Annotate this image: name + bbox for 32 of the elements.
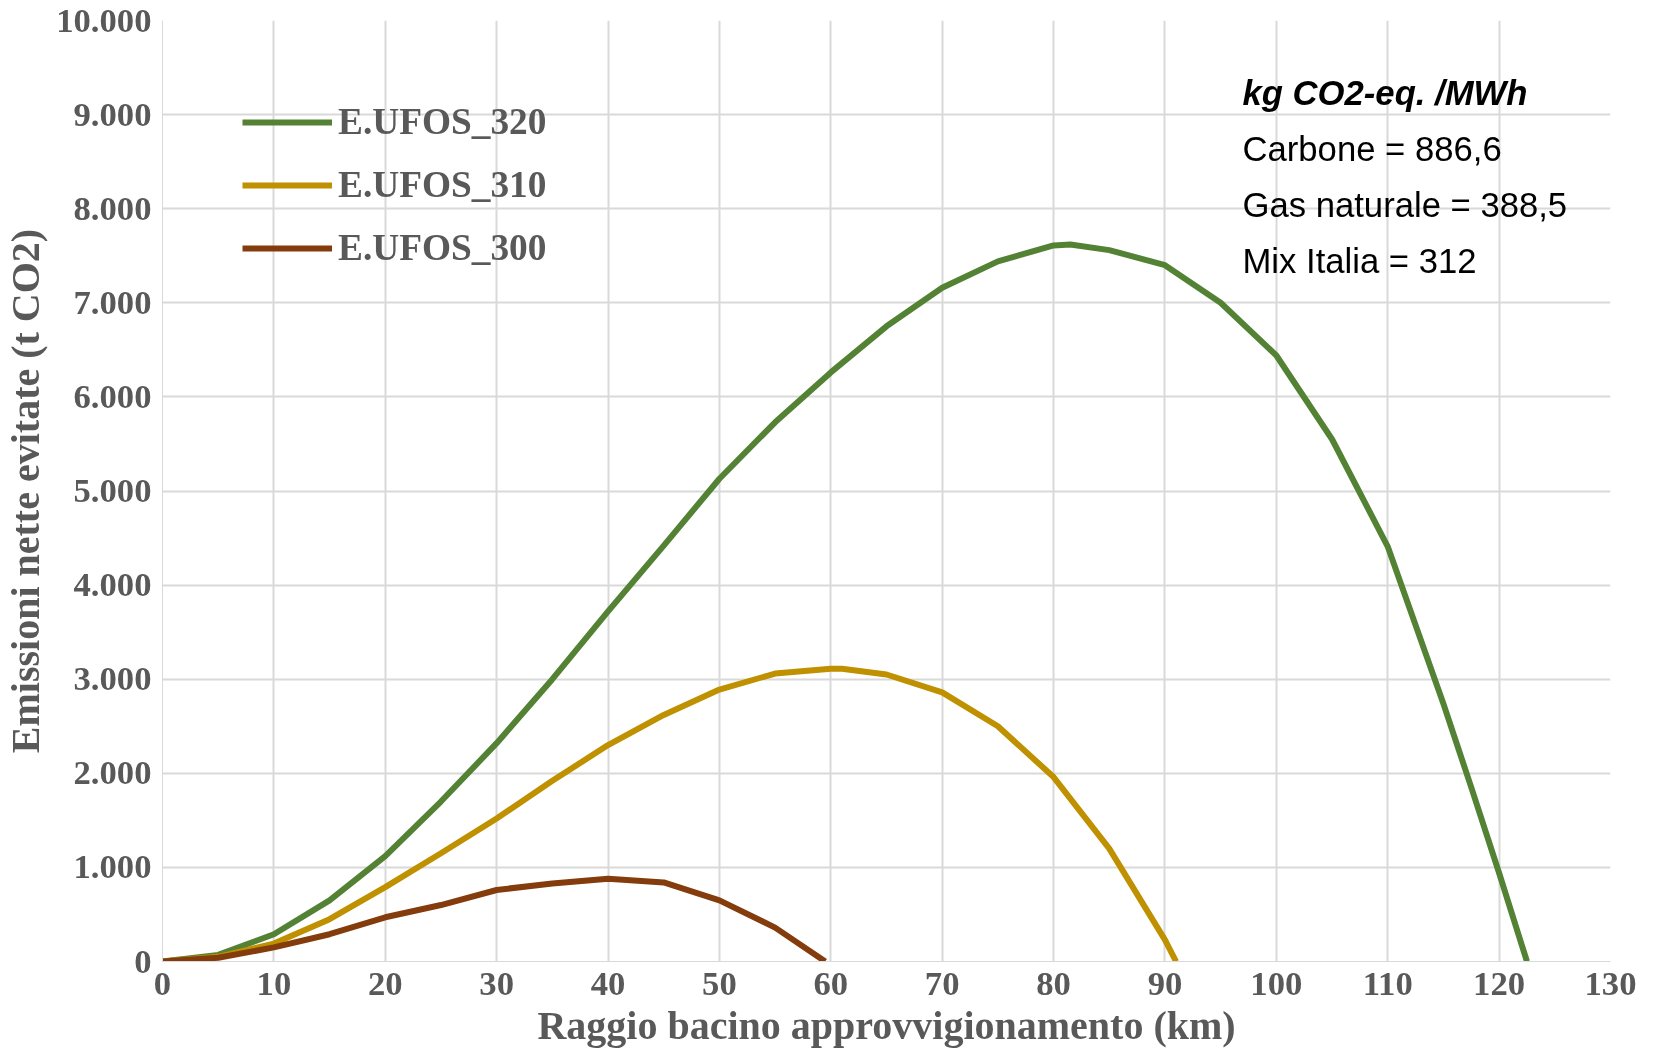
x-tick-label: 60	[813, 963, 849, 1002]
y-tick-label: 8.000	[73, 188, 152, 227]
legend-label: E.UFOS_310	[338, 163, 547, 206]
y-tick-label: 6.000	[73, 376, 152, 415]
y-tick-label: 2.000	[73, 753, 152, 792]
y-tick-label: 1.000	[73, 847, 152, 886]
legend-label: E.UFOS_320	[338, 100, 547, 143]
x-axis-title: Raggio bacino approvvigionamento (km)	[537, 1002, 1236, 1048]
x-tick-label: 70	[924, 963, 960, 1002]
x-tick-label: 20	[367, 963, 403, 1002]
x-tick-label: 40	[590, 963, 626, 1002]
x-tick-label: 50	[702, 963, 737, 1002]
annotation: Gas naturale = 388,5	[1242, 185, 1568, 224]
x-tick-label: 10	[256, 963, 292, 1002]
x-tick-label: 100	[1250, 963, 1303, 1002]
annotation: Carbone = 886,6	[1242, 129, 1502, 168]
x-tick-label: 120	[1473, 963, 1526, 1002]
y-tick-label: 10.000	[56, 0, 152, 39]
y-tick-label: 4.000	[73, 565, 152, 604]
y-tick-label: 3.000	[73, 659, 152, 698]
annotation: kg CO2-eq. /MWh	[1242, 73, 1528, 112]
y-tick-label: 7.000	[73, 282, 152, 321]
x-tick-label: 30	[479, 963, 514, 1002]
x-tick-label: 110	[1362, 963, 1413, 1002]
x-tick-label: 90	[1147, 963, 1183, 1002]
y-axis-title: Emissioni nette evitate (t CO2)	[3, 228, 49, 754]
legend-label: E.UFOS_300	[338, 226, 547, 269]
x-tick-label: 80	[1036, 963, 1071, 1002]
x-tick-label: 130	[1584, 963, 1637, 1002]
y-tick-label: 5.000	[73, 471, 152, 509]
annotation: Mix Italia = 312	[1242, 241, 1477, 280]
y-tick-label: 9.000	[73, 94, 152, 133]
